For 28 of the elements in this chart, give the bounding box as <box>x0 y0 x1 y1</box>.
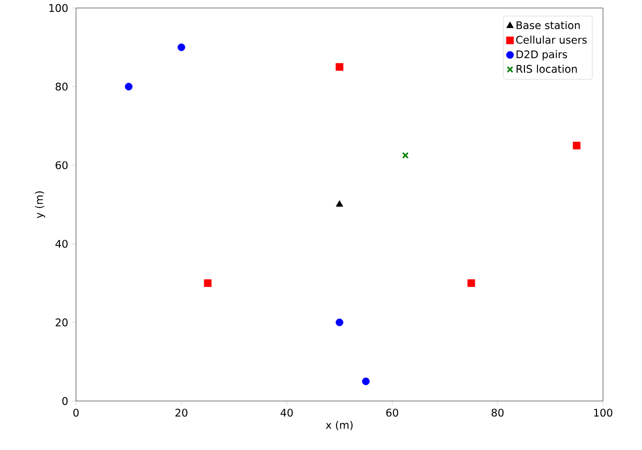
x-tick-label: 80 <box>492 408 504 417</box>
point <box>336 318 344 326</box>
legend-label: RIS location <box>516 64 577 73</box>
point <box>402 152 409 159</box>
y-tick-label: 100 <box>49 4 68 12</box>
x-axis-title: x (m) <box>326 420 353 430</box>
point <box>336 200 344 207</box>
legend-label: Cellular users <box>516 36 587 44</box>
legend-label: D2D pairs <box>516 50 568 60</box>
point <box>178 43 186 52</box>
x-tick-label: 20 <box>175 408 188 417</box>
point <box>572 142 580 150</box>
y-axis-title: y (m) <box>34 191 46 218</box>
y-tick-label: 20 <box>56 318 68 326</box>
x-tick-label: 0 <box>73 408 79 417</box>
point <box>362 378 370 386</box>
y-tick-label: 60 <box>56 161 68 170</box>
y-tick-label: 0 <box>62 397 68 405</box>
point <box>124 82 132 90</box>
x-tick-label: 60 <box>386 408 398 417</box>
x-tick-label: 40 <box>280 408 293 417</box>
point <box>467 279 476 287</box>
x-tick-label: 100 <box>594 408 612 417</box>
point <box>336 63 344 71</box>
point <box>204 279 212 287</box>
legend-label: Base station <box>516 21 580 30</box>
y-tick-label: 40 <box>55 240 68 248</box>
y-tick-label: 80 <box>56 82 68 91</box>
